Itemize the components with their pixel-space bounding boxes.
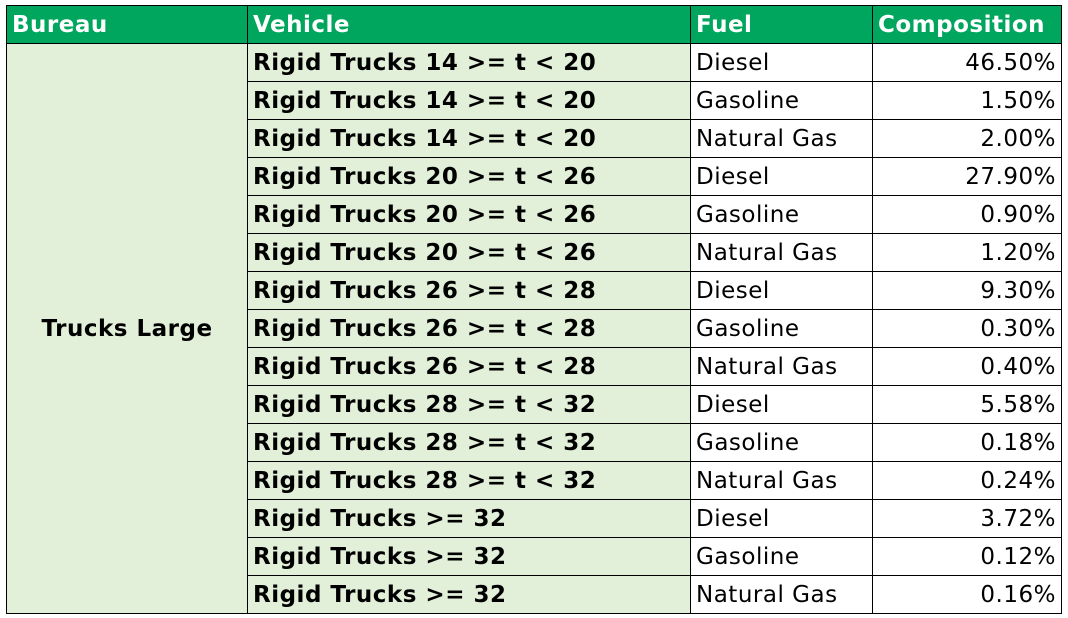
header-fuel: Fuel [690,5,873,44]
table-row: Rigid Trucks 28 >= t < 32 Diesel 5.58% [7,385,1062,424]
composition-cell: 0.24% [872,461,1062,500]
vehicle-cell: Rigid Trucks 20 >= t < 26 [247,233,691,272]
composition-cell: 0.18% [872,423,1062,462]
fuel-cell: Natural Gas [690,461,873,500]
composition-cell: 3.72% [872,499,1062,538]
composition-table: Bureau Vehicle Fuel Composition Trucks L… [6,5,1062,614]
table-row: Rigid Trucks 26 >= t < 28 Diesel 9.30% [7,271,1062,310]
vehicle-cell: Rigid Trucks 28 >= t < 32 [247,385,691,424]
header-row: Bureau Vehicle Fuel Composition [6,5,1062,44]
vehicle-cell: Rigid Trucks >= 32 [247,537,691,576]
table-row: Rigid Trucks 14 >= t < 20 Natural Gas 2.00… [7,119,1062,158]
vehicle-cell: Rigid Trucks >= 32 [247,575,691,614]
composition-cell: 0.90% [872,195,1062,234]
composition-cell: 0.30% [872,309,1062,348]
fuel-cell: Gasoline [690,423,873,462]
fuel-cell: Gasoline [690,81,873,120]
table-row: Rigid Trucks 26 >= t < 28 Gasoline 0.30% [7,309,1062,348]
header-vehicle: Vehicle [247,5,691,44]
composition-cell: 0.16% [872,575,1062,614]
table-row: Rigid Trucks 20 >= t < 26 Gasoline 0.90% [7,195,1062,234]
vehicle-cell: Rigid Trucks 14 >= t < 20 [247,119,691,158]
composition-cell: 1.50% [872,81,1062,120]
header-composition: Composition [872,5,1062,44]
fuel-cell: Natural Gas [690,347,873,386]
composition-cell: 9.30% [872,271,1062,310]
composition-cell: 27.90% [872,157,1062,196]
vehicle-cell: Rigid Trucks 14 >= t < 20 [247,43,691,82]
table-row: Trucks Large Rigid Trucks 14 >= t < 20 Die… [6,43,1062,614]
fuel-cell: Diesel [690,499,873,538]
vehicle-cell: Rigid Trucks 20 >= t < 26 [247,195,691,234]
composition-cell: 0.12% [872,537,1062,576]
table-row: Rigid Trucks 28 >= t < 32 Gasoline 0.18% [7,423,1062,462]
composition-cell: 2.00% [872,119,1062,158]
vehicle-cell: Rigid Trucks 26 >= t < 28 [247,347,691,386]
fuel-cell: Natural Gas [690,575,873,614]
composition-cell: 5.58% [872,385,1062,424]
vehicle-cell: Rigid Trucks 28 >= t < 32 [247,461,691,500]
composition-cell: 0.40% [872,347,1062,386]
header-bureau: Bureau [6,5,248,44]
table-row: Rigid Trucks 28 >= t < 32 Natural Gas 0.24… [7,461,1062,500]
vehicle-cell: Rigid Trucks 26 >= t < 28 [247,309,691,348]
fuel-cell: Gasoline [690,195,873,234]
vehicle-cell: Rigid Trucks 28 >= t < 32 [247,423,691,462]
composition-cell: 46.50% [872,43,1062,82]
fuel-cell: Diesel [690,157,873,196]
bureau-cell: Trucks Large [6,43,248,614]
table-row: Rigid Trucks 20 >= t < 26 Diesel 27.90% [7,157,1062,196]
vehicle-cell: Rigid Trucks 20 >= t < 26 [247,157,691,196]
vehicle-cell: Rigid Trucks >= 32 [247,499,691,538]
fuel-cell: Natural Gas [690,119,873,158]
fuel-cell: Diesel [690,43,873,82]
fuel-cell: Diesel [690,271,873,310]
table-row: Rigid Trucks >= 32 Natural Gas 0.16% [7,575,1062,614]
table-row: Rigid Trucks 26 >= t < 28 Natural Gas 0.40… [7,347,1062,386]
vehicle-cell: Rigid Trucks 14 >= t < 20 [247,81,691,120]
table-row: Rigid Trucks 14 >= t < 20 Gasoline 1.50% [7,81,1062,120]
composition-cell: 1.20% [872,233,1062,272]
table-container: Bureau Vehicle Fuel Composition Trucks L… [6,5,1062,614]
fuel-cell: Diesel [690,385,873,424]
table-body: Trucks Large Rigid Trucks 14 >= t < 20 Die… [6,43,1062,614]
vehicle-cell: Rigid Trucks 26 >= t < 28 [247,271,691,310]
table-row: Rigid Trucks >= 32 Gasoline 0.12% [7,537,1062,576]
fuel-cell: Gasoline [690,537,873,576]
fuel-cell: Natural Gas [690,233,873,272]
fuel-cell: Gasoline [690,309,873,348]
